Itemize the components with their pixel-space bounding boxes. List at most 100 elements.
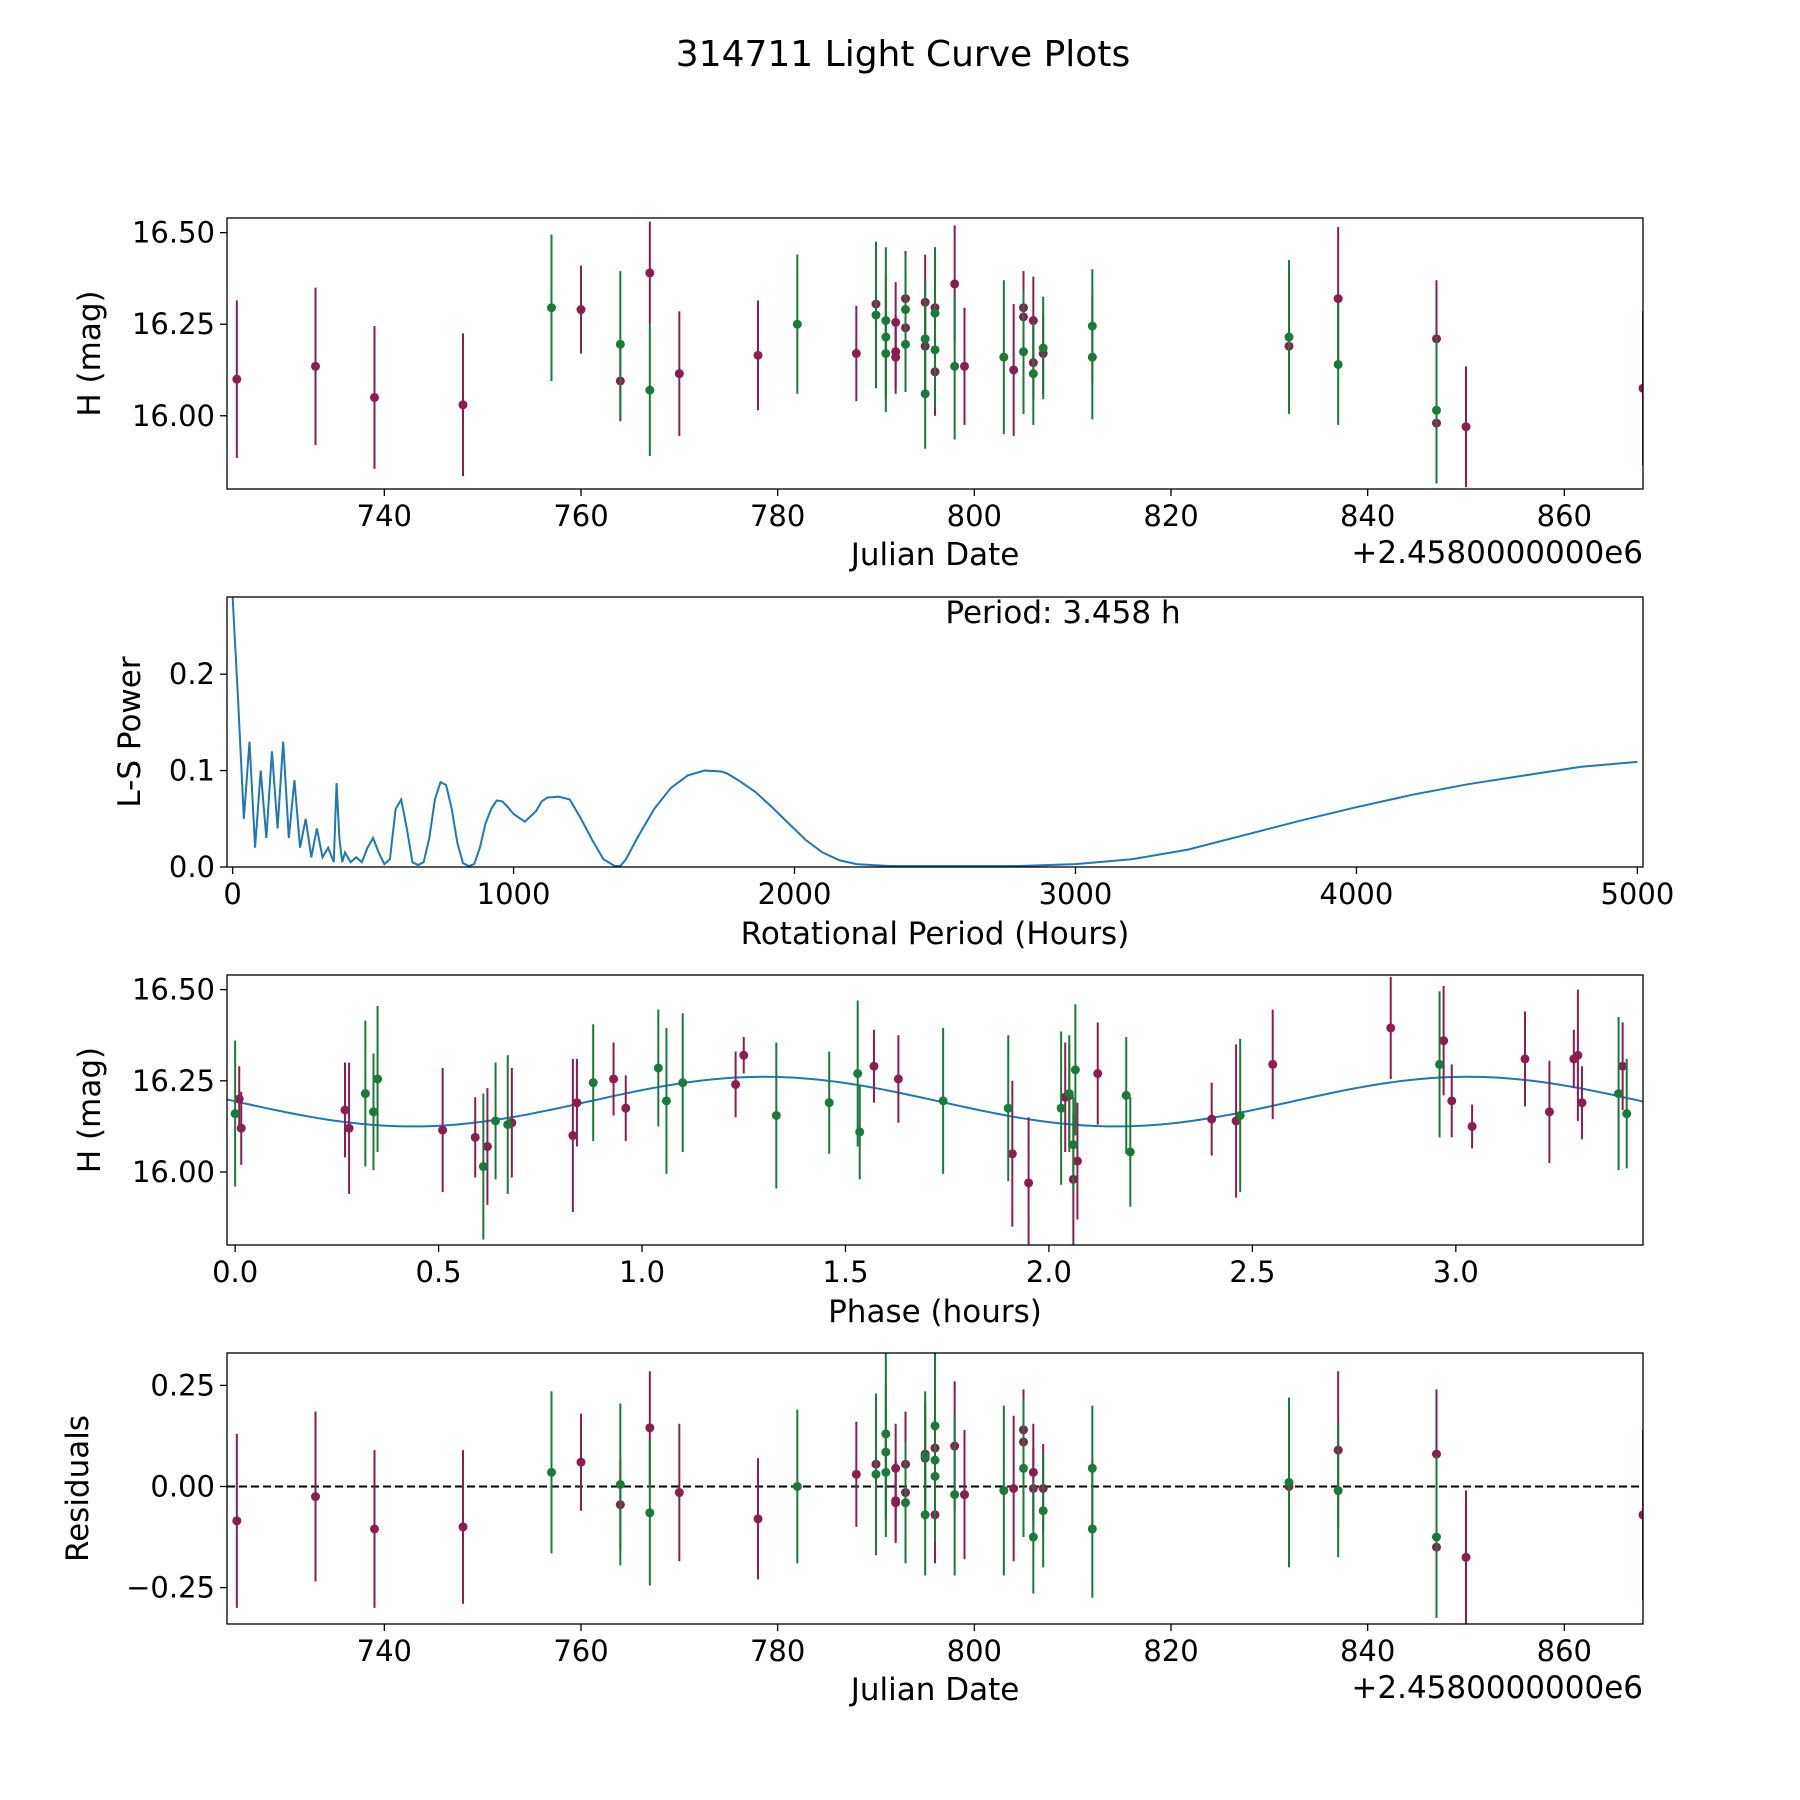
data-point-g xyxy=(230,1109,240,1119)
data-point-g xyxy=(1432,1532,1441,1542)
data-point-r xyxy=(893,1074,903,1084)
data-point-g xyxy=(920,389,930,399)
data-point-r xyxy=(1386,1023,1396,1033)
data-point-g xyxy=(930,1455,940,1465)
axes-frame xyxy=(226,974,1644,1246)
data-point-g xyxy=(615,1479,625,1489)
data-point-r xyxy=(311,361,320,371)
y-tick-label: 0.00 xyxy=(150,1469,215,1503)
data-point-r xyxy=(1520,1054,1530,1064)
data-point-r xyxy=(1093,1069,1103,1079)
data-point-r xyxy=(960,1490,969,1500)
axes-frame xyxy=(226,1352,1644,1625)
data-point-g xyxy=(1121,1090,1131,1100)
data-point-g xyxy=(930,345,940,355)
data-point-g xyxy=(999,352,1009,362)
data-point-r xyxy=(1207,1114,1217,1124)
data-point-g xyxy=(1284,1477,1294,1487)
data-point-g xyxy=(645,385,655,395)
data-point-r xyxy=(1467,1121,1477,1131)
data-point-g xyxy=(901,1498,910,1508)
data-point-r xyxy=(1447,1096,1457,1106)
data-point-r xyxy=(851,1469,861,1479)
x-tick-label: 3000 xyxy=(1039,877,1113,911)
data-point-g xyxy=(1019,1463,1028,1473)
data-point-g xyxy=(661,1096,671,1106)
data-point-g xyxy=(503,1120,513,1130)
data-point-r xyxy=(370,392,379,402)
data-point-g xyxy=(547,1467,556,1477)
data-point-g xyxy=(771,1110,781,1120)
plot-area xyxy=(232,221,1643,488)
data-point-g xyxy=(901,339,910,349)
figure-title: 314711 Light Curve Plots xyxy=(676,34,1130,75)
data-point-r xyxy=(869,1061,879,1071)
x-tick-label: 860 xyxy=(1537,499,1592,533)
data-point-r xyxy=(576,305,586,315)
data-point-g xyxy=(1125,1147,1135,1157)
data-point-g xyxy=(368,1107,378,1117)
data-point-r xyxy=(1577,1098,1587,1108)
data-point-g xyxy=(999,1486,1009,1496)
x-axis-label: Julian Date xyxy=(849,537,1020,573)
data-point-g xyxy=(1432,405,1441,415)
periodogram-line xyxy=(231,597,1638,867)
data-point-g xyxy=(1019,347,1028,357)
data-point-r xyxy=(609,1074,619,1084)
data-point-g xyxy=(1622,1109,1632,1119)
plot-area xyxy=(227,976,1643,1245)
data-point-r xyxy=(1007,1149,1017,1159)
data-point-g xyxy=(792,319,802,329)
data-point-r xyxy=(1544,1107,1554,1117)
data-point-r xyxy=(1638,1510,1643,1520)
x-tick-label: 780 xyxy=(750,499,805,533)
data-point-g xyxy=(792,1481,802,1491)
data-point-g xyxy=(950,1490,960,1500)
data-point-r xyxy=(891,1463,901,1473)
x-tick-label: 2.0 xyxy=(1026,1255,1072,1289)
data-point-r xyxy=(1072,1156,1082,1166)
x-tick-label: 4000 xyxy=(1320,877,1394,911)
x-tick-label: 840 xyxy=(1340,1634,1395,1668)
x-tick-label: 2000 xyxy=(758,877,832,911)
data-point-r xyxy=(1618,1061,1628,1071)
y-tick-label: 0.2 xyxy=(169,657,215,691)
x-tick-label: 1000 xyxy=(477,877,551,911)
x-tick-label: 760 xyxy=(553,499,608,533)
data-point-g xyxy=(1028,369,1038,379)
data-point-g xyxy=(1056,1103,1066,1113)
data-point-g xyxy=(1038,1506,1048,1516)
plot-area xyxy=(231,597,1638,867)
data-point-g xyxy=(1028,1532,1038,1542)
data-point-g xyxy=(588,1078,598,1088)
data-point-g xyxy=(653,1063,663,1073)
x-tick-label: 740 xyxy=(357,1634,412,1668)
x-axis-label: Julian Date xyxy=(849,1672,1020,1708)
data-point-r xyxy=(950,279,960,289)
periodogram-panel: 0 1000 2000 3000 4000 5000 0.0 0.1 0.2 Rotational… xyxy=(112,595,1674,952)
data-point-r xyxy=(344,1123,354,1133)
data-point-g xyxy=(1003,1103,1013,1113)
data-point-r xyxy=(621,1103,631,1113)
data-point-r xyxy=(1432,1449,1441,1459)
data-point-r xyxy=(674,1488,684,1498)
y-tick-label: 16.00 xyxy=(132,399,215,433)
y-axis-label: Residuals xyxy=(60,1415,96,1562)
data-point-g xyxy=(373,1074,383,1084)
data-point-g xyxy=(1087,352,1097,362)
y-tick-label: 16.25 xyxy=(132,1064,215,1098)
period-annotation: Period: 3.458 h xyxy=(945,595,1180,631)
data-point-r xyxy=(458,400,468,410)
x-tick-label: 3.0 xyxy=(1433,1255,1479,1289)
data-point-r xyxy=(311,1492,320,1502)
y-tick-label: 16.50 xyxy=(132,216,215,250)
x-tick-label: 820 xyxy=(1143,499,1198,533)
data-point-g xyxy=(938,1096,948,1106)
data-point-g xyxy=(1087,1524,1097,1534)
x-tick-label: 780 xyxy=(750,1634,805,1668)
data-point-r xyxy=(960,361,969,371)
data-point-g xyxy=(1435,1059,1445,1069)
axes-frame xyxy=(226,596,1644,868)
x-axis-label: Rotational Period (Hours) xyxy=(741,916,1130,952)
data-point-r xyxy=(753,1514,763,1524)
